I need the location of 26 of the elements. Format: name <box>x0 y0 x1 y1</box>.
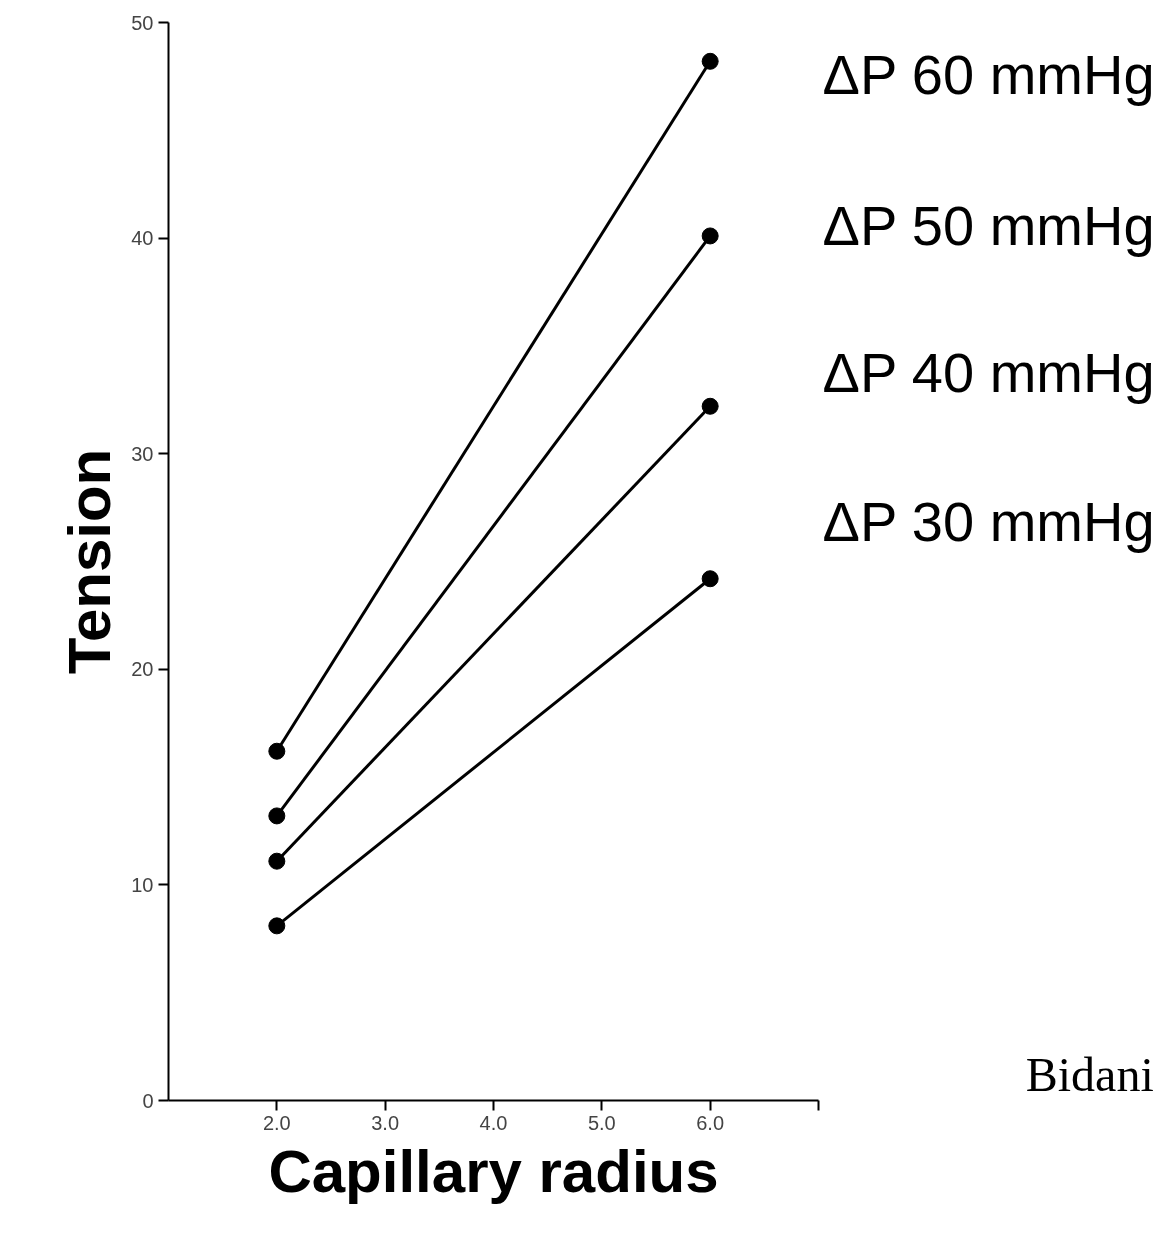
x-tick-label: 3.0 <box>371 1111 400 1134</box>
y-axis-title: Tension <box>56 448 124 675</box>
x-tick-label: 6.0 <box>696 1111 725 1134</box>
point <box>701 570 719 588</box>
y-tick-label: 10 <box>131 873 154 896</box>
point <box>268 807 286 825</box>
series-label: ΔP 60 mmHg <box>822 43 1155 107</box>
series-label: ΔP 50 mmHg <box>822 194 1155 258</box>
x-tick-label: 5.0 <box>587 1111 616 1134</box>
point <box>268 917 286 935</box>
point <box>701 52 719 70</box>
x-tick-label: 4.0 <box>479 1111 508 1134</box>
series-label: ΔP 40 mmHg <box>822 340 1155 404</box>
series-label: ΔP 30 mmHg <box>822 489 1155 553</box>
point <box>701 397 719 415</box>
y-tick-label: 40 <box>131 227 154 250</box>
y-tick-label: 30 <box>131 442 154 465</box>
point <box>268 852 286 870</box>
text: Bidani <box>1025 1047 1154 1101</box>
point <box>268 742 286 760</box>
x-tick-label: 2.0 <box>262 1111 291 1134</box>
y-tick-label: 0 <box>142 1089 154 1112</box>
y-tick-label: 50 <box>131 11 154 34</box>
y-tick-label: 20 <box>131 658 154 681</box>
point <box>701 227 719 245</box>
x-axis-title: Capillary radius <box>268 1137 719 1205</box>
